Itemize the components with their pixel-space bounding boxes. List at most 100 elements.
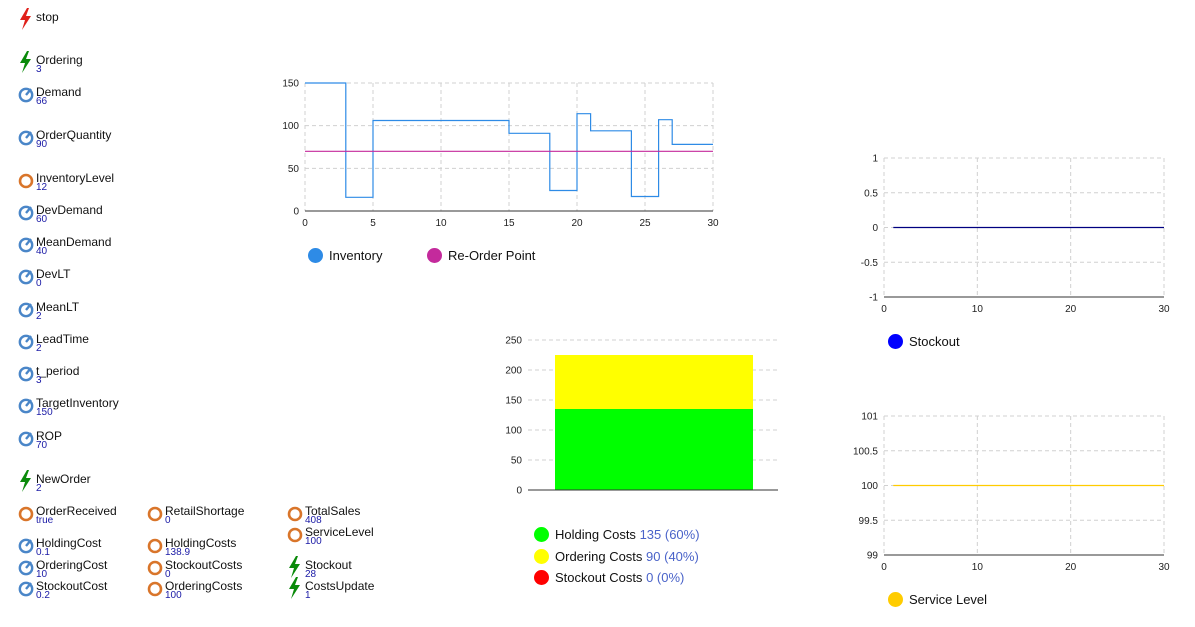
variable-name: OrderQuantity [36,129,111,142]
variable-circle-icon [147,560,163,578]
variable-name: stop [36,11,59,24]
lightning-green-icon [287,577,303,595]
variable-name: MeanDemand [36,236,111,249]
y-tick-label: 250 [505,336,522,347]
variable-value: true [36,516,53,526]
stockout-cost-legend-dot [534,570,549,585]
variable-value: 66 [36,97,47,107]
service-level-legend-dot [888,592,903,607]
x-tick-label: 0 [881,562,887,573]
parameter-gauge-icon [18,302,34,320]
variable-value: 0.2 [36,591,50,601]
inventory-legend-label: Inventory [329,248,382,263]
y-tick-label: 0 [516,486,522,497]
stockout-legend-label: Stockout [909,334,960,349]
y-tick-label: 1 [872,154,878,165]
holding-legend-label: Holding Costs [555,527,636,542]
y-tick-label: 150 [505,396,522,407]
y-tick-label: 100 [505,426,522,437]
variable-name: CostsUpdate [305,580,374,593]
y-tick-label: 100 [861,481,878,492]
service-level-legend-label: Service Level [909,592,987,607]
y-tick-label: 50 [288,164,300,175]
y-tick-label: 99 [867,551,879,562]
legend-stockout[interactable]: Stockout [888,334,960,349]
x-tick-label: 10 [972,304,984,315]
variable-value: 40 [36,247,47,257]
y-tick-label: 100 [282,121,299,132]
holding-legend-dot [534,527,549,542]
parameter-gauge-icon [18,581,34,599]
variable-name: InventoryLevel [36,172,114,185]
variable-value: 3 [36,376,42,386]
y-tick-label: 99.5 [859,516,879,527]
variable-circle-icon [147,581,163,599]
variable-name: Ordering [36,54,83,67]
y-tick-label: 150 [282,79,299,90]
variable-name: StockoutCosts [165,559,242,572]
variable-circle-icon [18,506,34,524]
variable-circle-icon [287,527,303,545]
parameter-gauge-icon [18,398,34,416]
parameter-gauge-icon [18,269,34,287]
variable-value: 0.1 [36,548,50,558]
variable-value: 100 [165,591,182,601]
bar-segment-ordering-costs [555,355,753,409]
ordering-legend-label: Ordering Costs [555,549,642,564]
parameter-gauge-icon [18,431,34,449]
ordering-legend-value: 90 (40%) [646,549,699,564]
x-tick-label: 25 [639,218,651,229]
parameter-gauge-icon [18,334,34,352]
service-level-chart: 101100.510099.5990 10 20 30 [835,408,1180,578]
variable-circle-icon [287,506,303,524]
y-tick-label: 200 [505,366,522,377]
lightning-green-icon [287,556,303,574]
legend-inventory[interactable]: Inventory [308,248,382,263]
parameter-gauge-icon [18,130,34,148]
variable-value: 1 [305,591,311,601]
costs-bar-chart: 0 50 100 150 200 250 [490,330,790,505]
x-tick-label: 20 [1065,304,1077,315]
parameter-gauge-icon [18,560,34,578]
variable-name: RetailShortage [165,505,244,518]
x-tick-label: 0 [881,304,887,315]
variable-value: 100 [305,537,322,547]
legend-service-level[interactable]: Service Level [888,592,987,607]
x-tick-label: 10 [972,562,984,573]
variable-value: 138.9 [165,548,190,558]
variable-value: 90 [36,140,47,150]
variable-circle-icon [147,506,163,524]
reorder-legend-dot [427,248,442,263]
x-tick-label: 30 [1158,562,1170,573]
parameter-gauge-icon [18,237,34,255]
lightning-green-icon [18,51,34,69]
inventory-chart: 0 50 100 150 0 5 10 15 20 25 30 [270,70,730,235]
lightning-green-icon [18,470,34,488]
x-tick-label: 10 [435,218,447,229]
variable-name: t_period [36,365,79,378]
variable-value: 2 [36,484,42,494]
stockout-cost-legend-label: Stockout Costs [555,570,642,585]
variable-value: 60 [36,215,47,225]
lightning-red-icon [18,8,34,26]
variable-value: 0 [36,279,42,289]
x-tick-label: 20 [571,218,583,229]
variable-value: 150 [36,408,53,418]
stockout-cost-legend-value: 0 (0%) [646,570,684,585]
y-tick-label: 101 [861,412,878,423]
x-tick-label: 30 [1158,304,1170,315]
parameter-gauge-icon [18,205,34,223]
x-tick-label: 30 [707,218,719,229]
x-tick-label: 20 [1065,562,1077,573]
parameter-gauge-icon [18,87,34,105]
legend-stockout-costs[interactable]: Stockout Costs 0 (0%) [534,570,684,585]
legend-ordering-costs[interactable]: Ordering Costs 90 (40%) [534,549,699,564]
legend-reorder-point[interactable]: Re-Order Point [427,248,535,263]
variable-name: MeanLT [36,301,79,314]
legend-holding-costs[interactable]: Holding Costs 135 (60%) [534,527,700,542]
y-tick-label: 0 [293,207,299,218]
holding-legend-value: 135 (60%) [640,527,700,542]
inventory-legend-dot [308,248,323,263]
bar-segment-holding-costs [555,409,753,490]
y-tick-label: -0.5 [861,258,879,269]
